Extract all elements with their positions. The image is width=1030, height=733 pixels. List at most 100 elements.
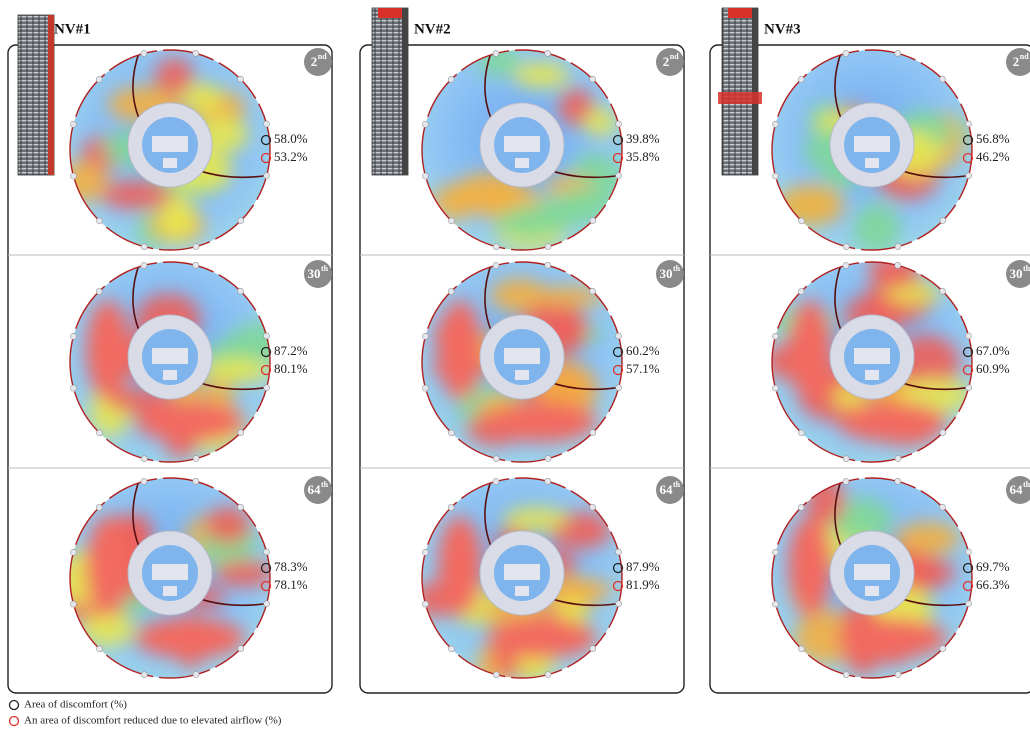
legend-icon	[612, 346, 624, 358]
hot-zone	[788, 516, 832, 616]
legend-icon	[962, 134, 974, 146]
column-title: NV#2	[414, 21, 451, 37]
floor-suffix: th	[673, 264, 681, 273]
legend-icon	[8, 715, 20, 727]
opening-marker	[378, 8, 402, 18]
map-outline	[771, 49, 973, 251]
legend-icon	[962, 580, 974, 592]
reduced-value: 80.1%	[274, 361, 308, 376]
column-marker	[140, 455, 148, 462]
column-title: NV#1	[54, 21, 91, 37]
floor-label: 2	[663, 54, 670, 69]
column-marker	[263, 548, 270, 556]
column-marker	[70, 548, 77, 556]
map-outline	[421, 477, 623, 679]
column-marker	[965, 120, 972, 128]
floor-label: 64	[308, 482, 322, 497]
floor-badge	[304, 476, 332, 504]
column-marker	[965, 384, 972, 392]
column-marker	[544, 671, 552, 678]
column-marker	[894, 671, 902, 678]
column-marker	[263, 120, 270, 128]
column-marker	[422, 120, 429, 128]
column-marker	[70, 120, 77, 128]
floor-suffix: th	[321, 264, 329, 273]
flow-map	[70, 262, 270, 462]
flow-blob	[214, 560, 270, 587]
legend-icon	[612, 134, 624, 146]
column-marker	[237, 217, 245, 224]
discomfort-value: 60.2%	[626, 343, 660, 358]
hot-zone	[135, 618, 245, 658]
column-marker	[894, 455, 902, 462]
flow-map	[70, 478, 270, 678]
column-marker	[192, 262, 200, 269]
column-marker	[939, 287, 946, 295]
column-marker	[842, 478, 850, 485]
floor-label: 30	[1010, 266, 1023, 281]
flow-blob	[503, 507, 569, 531]
column-marker	[965, 548, 972, 556]
flow-blob	[81, 610, 134, 647]
reduced-value: 60.9%	[976, 361, 1010, 376]
column-marker	[798, 217, 805, 225]
column-marker	[263, 172, 270, 180]
floor-badge	[1006, 48, 1030, 76]
legend-icon	[962, 364, 974, 376]
flow-blob	[558, 579, 613, 601]
column-marker	[798, 645, 805, 653]
column-marker	[797, 288, 805, 295]
column-marker	[192, 455, 200, 462]
column-marker	[422, 332, 429, 340]
floor-badge	[656, 260, 684, 288]
column-marker	[939, 645, 947, 652]
column-marker	[544, 478, 552, 485]
column-marker	[70, 172, 77, 180]
reduced-value: 66.3%	[976, 577, 1010, 592]
column-marker	[772, 600, 779, 608]
legend-icon	[260, 562, 272, 574]
discomfort-value: 39.8%	[626, 131, 660, 146]
legend-icon	[612, 364, 624, 376]
reduced-value: 35.8%	[626, 149, 660, 164]
column-marker	[615, 172, 622, 180]
column-frame	[709, 44, 1030, 694]
core-block	[865, 158, 879, 168]
hot-zone	[487, 618, 597, 658]
column-marker	[237, 75, 244, 83]
column-marker	[939, 217, 947, 224]
legend-icon	[260, 346, 272, 358]
floor-label: 2	[311, 54, 318, 69]
column-marker	[96, 645, 103, 653]
legend-icon	[962, 562, 974, 574]
column-marker	[492, 262, 500, 269]
column-marker	[140, 478, 148, 485]
column-marker	[192, 50, 200, 57]
legend-icon	[260, 364, 272, 376]
discomfort-value: 67.0%	[976, 343, 1010, 358]
column-marker	[589, 75, 596, 83]
tower-edge	[752, 8, 758, 175]
floor-label: 64	[660, 482, 674, 497]
column-marker	[447, 288, 455, 295]
core-block	[865, 586, 879, 596]
flow-map	[772, 262, 972, 462]
core-block	[152, 136, 188, 152]
reduced-value: 57.1%	[626, 361, 660, 376]
discomfort-value: 78.3%	[274, 559, 308, 574]
column-title: NV#3	[764, 21, 801, 37]
legend-icon	[612, 580, 624, 592]
flow-blob	[476, 50, 521, 77]
core-block	[865, 370, 879, 380]
column-marker	[615, 120, 622, 128]
map-outline	[69, 49, 271, 251]
column-marker	[615, 332, 622, 340]
hot-zone	[438, 516, 482, 616]
column-marker	[842, 671, 850, 678]
column-marker	[237, 503, 244, 511]
column-marker	[422, 172, 429, 180]
column-marker	[894, 478, 902, 485]
flow-blob	[537, 193, 612, 224]
legend-text: An area of discomfort reduced due to ele…	[24, 715, 282, 727]
